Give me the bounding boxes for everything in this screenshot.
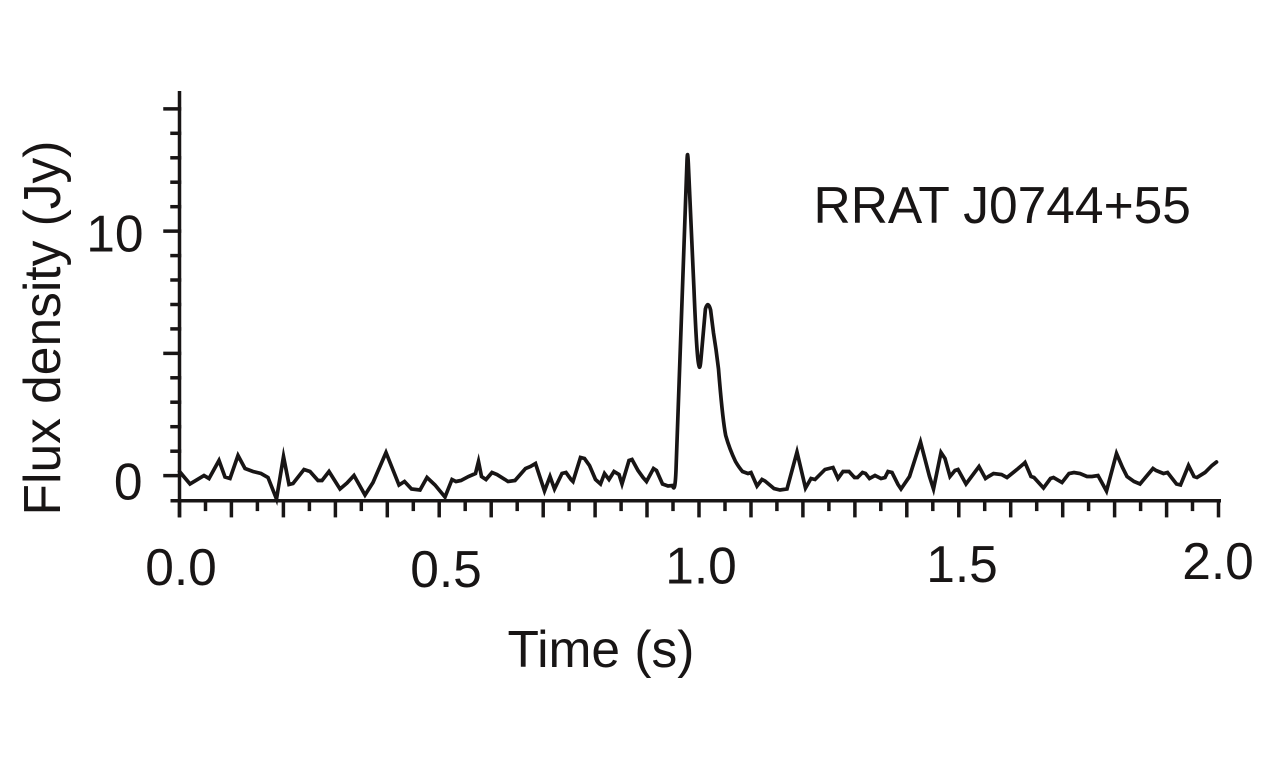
svg-text:1.5: 1.5 [926,535,998,593]
svg-text:Flux density (Jy): Flux density (Jy) [13,141,71,516]
svg-text:2.0: 2.0 [1182,532,1254,590]
svg-text:10: 10 [86,204,143,262]
svg-text:0: 0 [114,453,143,511]
svg-text:1.0: 1.0 [665,537,737,595]
svg-text:0.0: 0.0 [145,538,217,596]
svg-text:Time (s): Time (s) [508,620,695,678]
svg-text:RRAT J0744+55: RRAT J0744+55 [814,176,1191,234]
svg-text:0.5: 0.5 [410,540,482,598]
